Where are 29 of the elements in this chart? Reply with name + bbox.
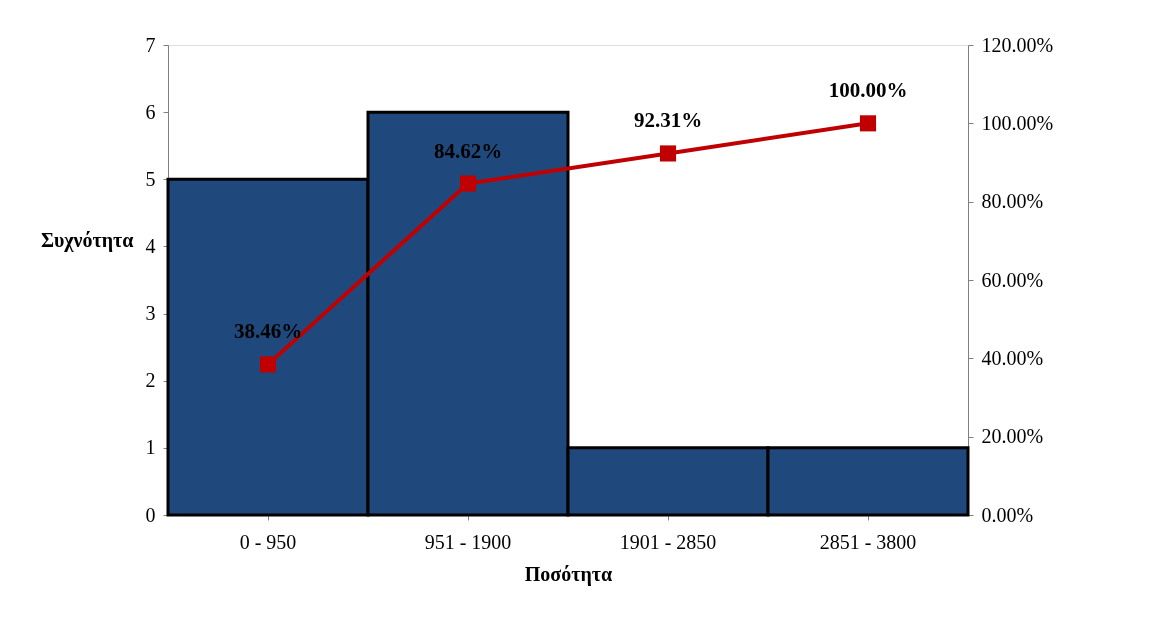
point	[259, 356, 277, 373]
point	[459, 175, 477, 192]
data-label: 38.46%	[233, 319, 303, 344]
y-tick-label: 3	[145, 302, 156, 325]
y2-tick-label: 0.00%	[981, 503, 1034, 526]
point	[659, 145, 677, 162]
y-tick-label: 0	[145, 503, 156, 526]
data-label: 100.00%	[828, 78, 908, 103]
y2-tick-label: 80.00%	[981, 190, 1044, 213]
y2-tick-label: 60.00%	[981, 268, 1044, 291]
point	[859, 115, 877, 132]
y2-tick-label: 20.00%	[981, 425, 1044, 448]
data-label: 92.31%	[633, 108, 703, 133]
y2-tick-label: 120.00%	[981, 33, 1054, 56]
data-label: 84.62%	[433, 138, 503, 163]
y-tick-label: 6	[145, 100, 156, 123]
y-axis-title: Συχνότητα	[40, 228, 134, 252]
y-tick-label: 4	[145, 234, 156, 257]
y2-tick-label: 40.00%	[981, 346, 1044, 369]
y-tick-label: 2	[145, 369, 156, 392]
y-tick-label: 5	[145, 167, 156, 190]
x-axis-title: Ποσότητα	[524, 562, 613, 586]
y-tick-label: 1	[145, 436, 156, 459]
x-tick-label: 951 - 1900	[424, 530, 512, 553]
x-tick-label: 2851 - 3800	[819, 530, 917, 553]
x-tick-label: 1901 - 2850	[619, 530, 717, 553]
y-tick-label: 7	[145, 33, 156, 56]
y2-tick-label: 100.00%	[981, 111, 1054, 134]
x-tick-label: 0 - 950	[239, 530, 297, 553]
